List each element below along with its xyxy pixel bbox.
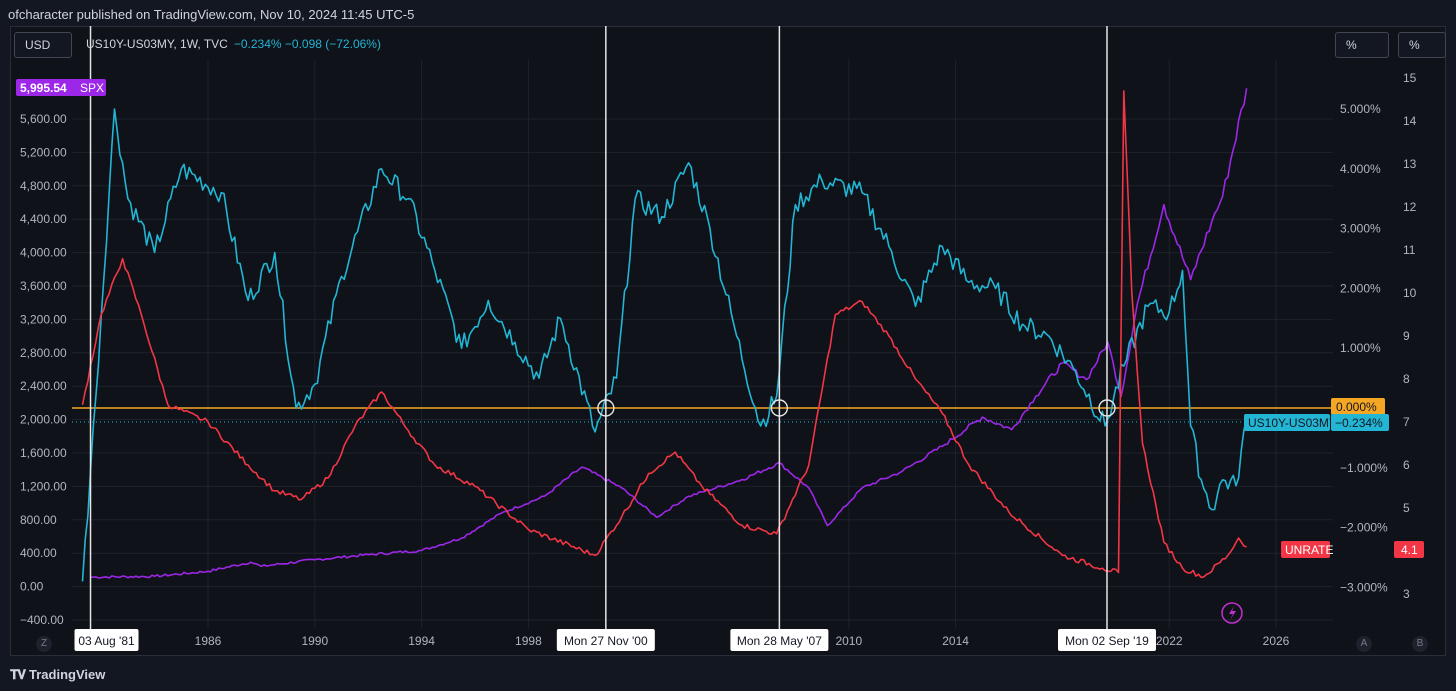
right-axis-tick: 7 (1403, 415, 1410, 429)
crossing-circle-icon (597, 399, 615, 417)
x-axis-tick: 1994 (408, 634, 435, 648)
right-axis-tick: 8 (1403, 372, 1410, 386)
corner-a-button[interactable]: A (1356, 636, 1372, 652)
crossing-circle-icon (770, 399, 789, 417)
series-line-unrate (81, 90, 1247, 579)
left-axis-tick: 0.00 (20, 580, 44, 594)
x-axis-tick: 1998 (515, 634, 542, 648)
left-axis-tick: 3,600.00 (20, 279, 67, 293)
mid-axis-tick: −3.000% (1340, 580, 1388, 594)
legend-change: −0.234% −0.098 (−72.06%) (233, 37, 381, 51)
chart-frame (10, 26, 1446, 656)
x-axis-tick: 2010 (835, 634, 862, 648)
left-axis-tick: 4,400.00 (20, 212, 67, 226)
date-marker-box (730, 629, 829, 651)
spx-last-name: SPX (80, 81, 104, 95)
x-axis-tick: 2014 (942, 634, 969, 648)
left-axis-tick: 3,200.00 (20, 312, 67, 326)
x-axis-tick: 1990 (301, 634, 328, 648)
spread-value-label: −0.234% (1335, 416, 1383, 430)
date-marker-label: Mon 27 Nov '00 (564, 634, 648, 648)
right-axis-tick: 3 (1403, 587, 1410, 601)
date-marker-label: Mon 28 May '07 (737, 634, 822, 648)
percent-scale-button-mid[interactable]: % (1335, 32, 1389, 58)
mid-axis-tick: 5.000% (1340, 102, 1381, 116)
right-axis-tick: 6 (1403, 458, 1410, 472)
zero-badge (1331, 398, 1385, 415)
publish-text: ofcharacter published on TradingView.com… (8, 7, 415, 22)
left-axis-tick: 2,800.00 (20, 346, 67, 360)
right-axis-tick: 9 (1403, 329, 1410, 343)
currency-button[interactable]: USD (14, 32, 72, 58)
brand-label: TradingView (29, 667, 106, 682)
spread-name-badge (1244, 414, 1330, 431)
footer-bar (0, 656, 1456, 691)
left-axis-tick: 1,200.00 (20, 479, 67, 493)
date-marker-box (74, 629, 139, 651)
x-axis-tick: 2022 (1156, 634, 1183, 648)
left-axis-tick: 1,600.00 (20, 446, 67, 460)
left-axis-tick: 2,400.00 (20, 379, 67, 393)
unrate-name-label: UNRATE (1285, 543, 1333, 557)
mid-axis-tick: 2.000% (1340, 281, 1381, 295)
zero-badge-label: 0.000% (1336, 400, 1377, 414)
date-marker-box (556, 629, 655, 651)
x-axis-tick: 2026 (1263, 634, 1290, 648)
publish-header: ofcharacter published on TradingView.com… (0, 0, 1456, 26)
right-axis-tick: 14 (1403, 114, 1417, 128)
right-axis-tick: 10 (1403, 286, 1417, 300)
right-axis-tick: 5 (1403, 501, 1410, 515)
right-axis-tick: 12 (1403, 200, 1417, 214)
left-axis-tick: 5,600.00 (20, 112, 67, 126)
legend-symbol: US10Y-US03MY, 1W, TVC (86, 37, 228, 51)
series-line-us10y-us03my (81, 108, 1248, 582)
series-line-spx (90, 88, 1248, 579)
right-axis-tick: 13 (1403, 157, 1417, 171)
lightning-bolt-icon (1229, 606, 1236, 620)
unrate-value-label: 4.1 (1401, 543, 1418, 557)
left-axis-tick: 800.00 (20, 513, 57, 527)
left-axis-tick: 400.00 (20, 546, 57, 560)
left-axis-tick: −400.00 (20, 613, 64, 627)
spx-last-value: 5,995.54 (20, 81, 67, 95)
left-axis-tick: 4,800.00 (20, 179, 67, 193)
right-axis-tick: 11 (1403, 243, 1416, 257)
unrate-name-badge (1281, 541, 1330, 558)
spx-last-badge (16, 79, 106, 96)
mid-axis-tick: −2.000% (1340, 521, 1388, 535)
corner-b-button[interactable]: B (1412, 636, 1428, 652)
date-marker-box (1057, 629, 1156, 651)
left-axis-tick: 5,200.00 (20, 145, 67, 159)
corner-z-button[interactable]: Z (36, 636, 52, 652)
crossing-circle-icon (1098, 399, 1116, 417)
series-legend[interactable]: US10Y-US03MY, 1W, TVC −0.234% −0.098 (−72… (86, 37, 381, 51)
mid-axis-tick: 3.000% (1340, 222, 1381, 236)
mid-axis-tick: 1.000% (1340, 341, 1381, 355)
percent-scale-button-right[interactable]: % (1398, 32, 1446, 58)
spread-name-label: US10Y-US03MY (1248, 416, 1337, 430)
mid-axis-tick: 4.000% (1340, 162, 1381, 176)
x-axis-tick: 1986 (195, 634, 222, 648)
tradingview-logo[interactable]: 𝐓𝐕 TradingView (10, 667, 105, 683)
spread-value-badge (1331, 414, 1389, 431)
date-marker-label: 03 Aug '81 (78, 634, 135, 648)
left-axis-tick: 2,000.00 (20, 413, 67, 427)
mid-axis-tick: −1.000% (1340, 461, 1388, 475)
lightning-icon (1221, 602, 1243, 624)
right-axis-tick: 15 (1403, 71, 1417, 85)
left-axis-tick: 4,000.00 (20, 246, 67, 260)
date-marker-label: Mon 02 Sep '19 (1065, 634, 1149, 648)
unrate-value-badge (1394, 541, 1424, 558)
tradingview-mark-icon: 𝐓𝐕 (10, 667, 26, 682)
